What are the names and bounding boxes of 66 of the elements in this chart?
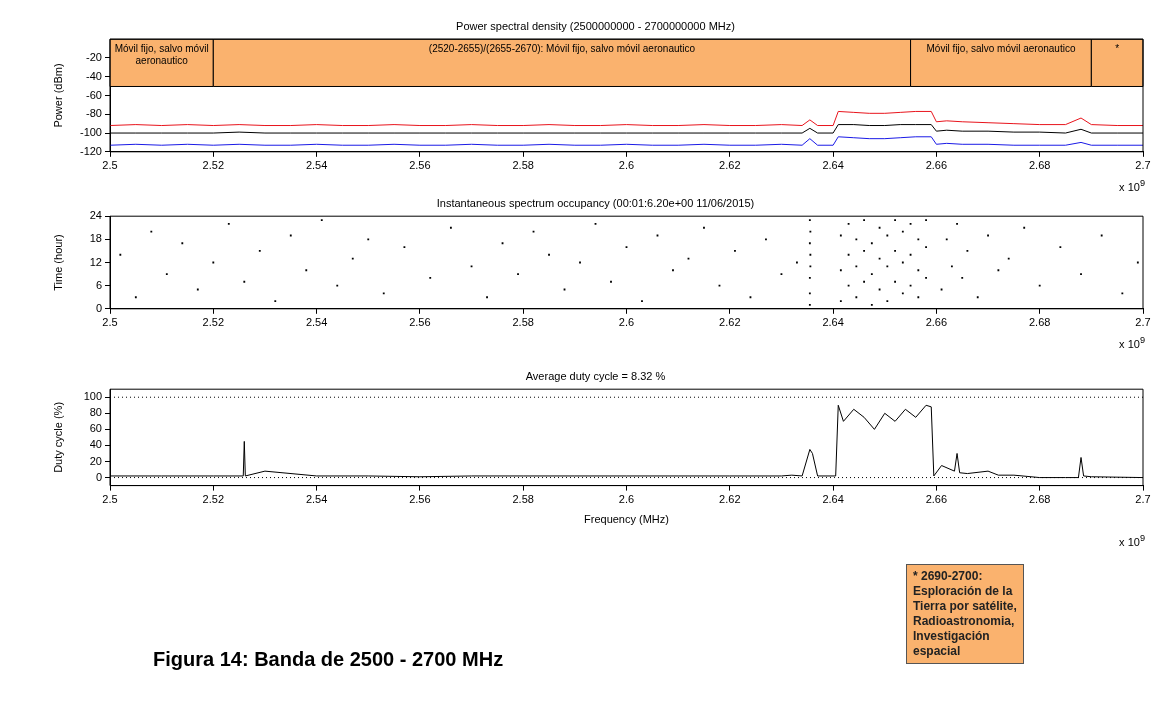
y-tick-label: 12 xyxy=(89,255,102,268)
x-tick-label: 2.68 xyxy=(1028,493,1051,506)
y-tick-label: -80 xyxy=(86,107,102,120)
x-tick-label: 2.58 xyxy=(512,316,534,329)
band-label: Móvil fijo, salvo móvil aeronautico xyxy=(926,42,1076,54)
x-tick-label: 2.5 xyxy=(102,316,118,329)
x-tick-label: 2.6 xyxy=(618,316,635,329)
chart-title: Average duty cycle = 8.32 % xyxy=(525,369,666,382)
y-tick-label: -120 xyxy=(79,144,102,157)
text: * 2690-2700: Esploración de la Tierra por satélite, Radioastronomia, Investigación espacial xyxy=(906,564,1024,664)
text: x 10$^{9}$ xyxy=(1119,533,1145,548)
x-tick-label: 2.56 xyxy=(409,159,431,172)
band-label: * xyxy=(1115,42,1120,54)
x-tick-label: 2.7 xyxy=(1135,159,1151,172)
y-tick-label: -100 xyxy=(79,126,102,139)
x-tick-label: 2.7 xyxy=(1135,493,1151,506)
x-tick-label: 2.52 xyxy=(202,493,225,506)
x-tick-label: 2.62 xyxy=(719,493,741,506)
x-tick-label: 2.7 xyxy=(1135,316,1151,329)
y-axis-title: Power (dBm) xyxy=(51,63,64,128)
y-tick-label: 6 xyxy=(95,278,102,291)
y-tick-label: 80 xyxy=(89,406,102,419)
x-tick-label: 2.64 xyxy=(822,316,844,329)
x-tick-label: 2.54 xyxy=(305,493,328,506)
chart-title: Power spectral density (2500000000 - 2700000000 MHz) xyxy=(456,19,735,32)
x-tick-label: 2.56 xyxy=(409,316,431,329)
x-tick-label: 2.52 xyxy=(202,316,225,329)
chart-title: Instantaneous spectrum occupancy (00:01:6.20e+00 11/06/2015) xyxy=(436,196,755,209)
y-tick-label: 18 xyxy=(89,232,102,245)
x-tick-label: 2.62 xyxy=(719,316,741,329)
x-tick-label: 2.66 xyxy=(925,316,948,329)
x-tick-label: 2.56 xyxy=(409,493,431,506)
x-tick-label: 2.54 xyxy=(305,316,328,329)
x-tick-label: 2.6 xyxy=(618,493,635,506)
x-tick-label: 2.58 xyxy=(512,159,534,172)
y-tick-label: 40 xyxy=(89,438,102,451)
y-tick-label: 0 xyxy=(95,301,102,314)
y-tick-label: 20 xyxy=(89,454,102,467)
x-tick-label: 2.66 xyxy=(925,493,948,506)
text: x 10$^{9}$ xyxy=(1119,335,1145,350)
x-tick-label: 2.68 xyxy=(1028,159,1051,172)
x-tick-label: 2.58 xyxy=(512,493,534,506)
x-tick-label: 2.5 xyxy=(102,493,118,506)
x-tick-label: 2.64 xyxy=(822,159,844,172)
y-tick-label: 0 xyxy=(95,470,102,483)
y-tick-label: -40 xyxy=(86,69,102,82)
y-tick-label: 60 xyxy=(89,422,102,435)
y-axis-title: Time (hour) xyxy=(51,234,64,291)
x-tick-label: 2.64 xyxy=(822,493,844,506)
text: Figura 14: Banda de 2500 - 2700 MHz xyxy=(153,648,504,671)
band-label: Móvil fijo, salvo móvil aeronautico xyxy=(114,42,209,66)
y-tick-label: -60 xyxy=(86,88,102,101)
y-axis-title: Duty cycle (%) xyxy=(51,401,64,473)
band-label: (2520-2655)/(2655-2670): Móvil fijo, salvo móvil aeronautico xyxy=(428,42,696,54)
y-tick-label: 24 xyxy=(89,209,102,222)
x-tick-label: 2.52 xyxy=(202,159,225,172)
x-tick-label: 2.68 xyxy=(1028,316,1051,329)
x-tick-label: 2.54 xyxy=(305,159,328,172)
x-tick-label: 2.6 xyxy=(618,159,635,172)
x-axis-title: Frequency (MHz) xyxy=(584,513,669,526)
y-tick-label: -20 xyxy=(86,51,102,63)
y-tick-label: 100 xyxy=(83,390,102,403)
x-tick-label: 2.5 xyxy=(102,159,118,172)
x-tick-label: 2.62 xyxy=(719,159,741,172)
x-tick-label: 2.66 xyxy=(925,159,948,172)
text: x 10$^{9}$ xyxy=(1119,178,1145,193)
